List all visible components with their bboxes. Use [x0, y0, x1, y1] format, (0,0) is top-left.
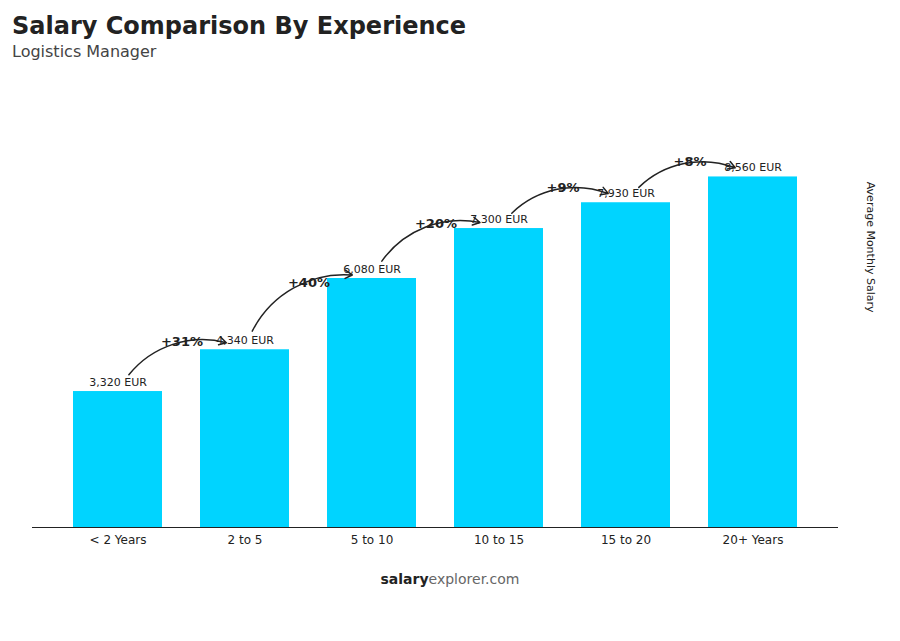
- svg-text:20+ Years: 20+ Years: [723, 533, 784, 547]
- html-text:salary explorer.com: salary explorer.com: [380, 571, 520, 587]
- svg-text:+40%: +40%: [288, 275, 330, 290]
- svg-text:5 to 10: 5 to 10: [351, 533, 394, 547]
- svg-text:3,320 EUR: 3,320 EUR: [89, 376, 147, 389]
- html-text:Logistics Manager: Logistics Manager: [12, 42, 157, 61]
- svg-text:+20%: +20%: [415, 216, 457, 231]
- svg-text:+9%: +9%: [546, 180, 579, 195]
- svg-text:6,080 EUR: 6,080 EUR: [343, 263, 401, 276]
- svg-text:Average Monthly Salary: Average Monthly Salary: [864, 182, 877, 313]
- svg-text:< 2 Years: < 2 Years: [90, 533, 147, 547]
- svg-text:7,300 EUR: 7,300 EUR: [470, 212, 528, 226]
- svg-text:+8%: +8%: [673, 154, 706, 169]
- svg-text:2 to 5: 2 to 5: [228, 533, 263, 547]
- html-text:Salary Comparison By Experienc: Salary Comparison By Experience: [12, 12, 467, 40]
- svg-text:10 to 15: 10 to 15: [474, 533, 524, 547]
- svg-text:+31%: +31%: [161, 334, 203, 349]
- svg-text:15 to 20: 15 to 20: [601, 533, 651, 547]
- svg-text:8,560 EUR: 8,560 EUR: [724, 160, 782, 174]
- svg-text:4,340 EUR: 4,340 EUR: [216, 333, 274, 347]
- svg-text:7,930 EUR: 7,930 EUR: [597, 186, 655, 200]
